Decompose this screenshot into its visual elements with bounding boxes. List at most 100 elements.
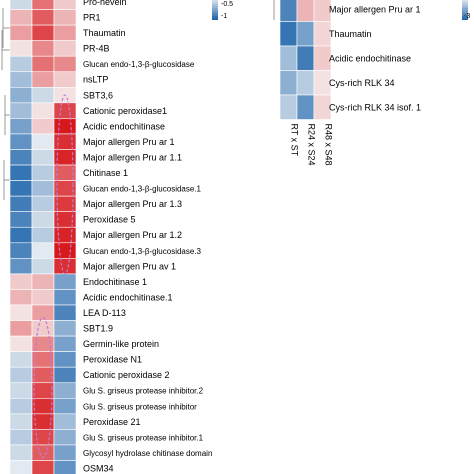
heatmap-cell	[31, 180, 55, 197]
heatmap-cell	[9, 429, 33, 446]
heatmap-cell	[31, 118, 55, 135]
row-label: SBT3,6	[83, 90, 113, 100]
heatmap-cell	[53, 289, 77, 306]
heatmap-cell	[279, 21, 298, 47]
column-label: R24 x S24	[307, 124, 317, 166]
heatmap-cell	[9, 444, 33, 461]
row-label: Peroxidase N1	[83, 355, 142, 365]
cluster-highlight	[33, 316, 53, 458]
heatmap-cell	[9, 351, 33, 368]
column-labels-right: RT x ST R24 x S24 R48 x S48	[290, 124, 334, 166]
heatmap-cell	[9, 413, 33, 430]
heatmap-cell	[53, 413, 77, 430]
heatmap-cell	[53, 444, 77, 461]
row-label: Peroxidase 5	[83, 215, 136, 225]
row-label: Glycosyl hydrolase chitinase domain	[83, 449, 212, 458]
heatmap-cell	[9, 304, 33, 321]
colorbar-segment	[462, 8, 468, 11]
heatmap-cell	[9, 366, 33, 384]
heatmap-cell	[53, 9, 77, 26]
heatmap-cell	[9, 180, 33, 197]
heatmap-cell	[53, 71, 77, 88]
row-label: SBT1.9	[83, 324, 113, 334]
heatmap-cell	[9, 273, 33, 290]
heatmap-cell	[53, 102, 77, 119]
colorbar-right: -3	[462, 0, 470, 20]
row-label: Major allergen Pru ar 1	[329, 4, 421, 14]
heatmap-cell	[279, 94, 298, 120]
heatmap-cell	[31, 366, 55, 384]
heatmap-cell	[31, 273, 55, 290]
colorbar-segment	[462, 0, 468, 4]
row-label: Major allergen Pru ar 1.2	[83, 230, 182, 240]
heatmap-cell	[31, 413, 55, 430]
colorbar-segment	[212, 16, 218, 18]
heatmap-cell	[9, 164, 33, 181]
colorbar-segment	[212, 12, 218, 14]
row-label: Thaumatin	[83, 28, 126, 38]
row-label: Glucan endo-1,3-β-glucosidase	[83, 60, 195, 69]
heatmap-cell	[53, 226, 77, 244]
heatmap-cell	[296, 94, 315, 120]
heatmap-cell	[279, 0, 298, 22]
heatmap-cell	[53, 118, 77, 135]
heatmap-cell	[53, 55, 77, 73]
heatmap-cell	[53, 133, 77, 150]
heatmap-cell	[296, 45, 315, 71]
heatmap-cell	[31, 71, 55, 88]
colorbar-segment	[462, 15, 468, 18]
colorbar-segment	[462, 5, 468, 8]
heatmap-cell	[296, 21, 315, 47]
row-label: Glu S. griseus protease inhibitor.1	[83, 433, 204, 442]
heatmap-cell	[31, 149, 55, 166]
heatmap-cell	[31, 133, 55, 150]
row-labels-right: Major allergen Pru ar 1 Thaumatin Acidic e…	[329, 4, 421, 112]
row-label: nsLTP	[83, 75, 108, 85]
cluster-highlights	[33, 94, 74, 458]
heatmap-cell	[31, 40, 55, 57]
row-label: Glucan endo-1,3-β-glucosidase.3	[83, 247, 202, 256]
heatmap-cell	[9, 258, 33, 275]
heatmap-cell	[31, 24, 55, 41]
heatmap-cell	[9, 87, 33, 104]
row-label: Acidic endochitinase	[329, 53, 411, 63]
heatmap-cell	[9, 9, 33, 26]
row-dendrogram	[1, 0, 275, 200]
row-label: Acidic endochitinase.1	[83, 292, 173, 302]
colorbar-segment	[462, 12, 468, 16]
heatmap-cell	[9, 118, 33, 135]
row-labels-left: Pro-hevein PR1 Thaumatin PR-4B Glucan endo-1…	[83, 0, 212, 473]
row-label: Germin-like protein	[83, 339, 159, 349]
heatmap-cell	[53, 40, 77, 57]
heatmap-cell	[31, 397, 55, 415]
row-label: LEA D-113	[83, 308, 126, 318]
heatmap-cell	[53, 242, 77, 259]
colorbar-tick-label: -3	[464, 13, 470, 20]
heatmap-cell	[279, 70, 298, 96]
colorbar-segment	[462, 0, 468, 1]
heatmap-cell	[31, 164, 55, 181]
row-label: Cys-rich RLK 34 isof. 1	[329, 102, 421, 112]
colorbar-segment	[462, 3, 468, 6]
heatmap-cell	[9, 40, 33, 57]
heatmap-cell	[31, 460, 55, 474]
row-label: Peroxidase 21	[83, 417, 141, 427]
heatmap-cell	[31, 289, 55, 306]
heatmap-cell	[31, 320, 55, 337]
heatmap-cell	[53, 320, 77, 337]
heatmap-cell	[296, 0, 315, 22]
heatmap-cell	[53, 397, 77, 415]
cluster-highlight	[56, 94, 74, 275]
colorbar-segment	[462, 10, 468, 13]
heatmap-cell	[9, 71, 33, 88]
heatmap-cell	[9, 149, 33, 166]
heatmap-cell	[53, 429, 77, 446]
row-label: Cys-rich RLK 34	[329, 78, 395, 88]
heatmap-cell	[31, 382, 55, 399]
heatmap-cell	[9, 211, 33, 228]
heatmap-cell	[9, 397, 33, 415]
row-label: Pro-hevein	[83, 0, 127, 7]
heatmap-cell	[279, 45, 298, 71]
heatmap-cell	[53, 335, 77, 352]
